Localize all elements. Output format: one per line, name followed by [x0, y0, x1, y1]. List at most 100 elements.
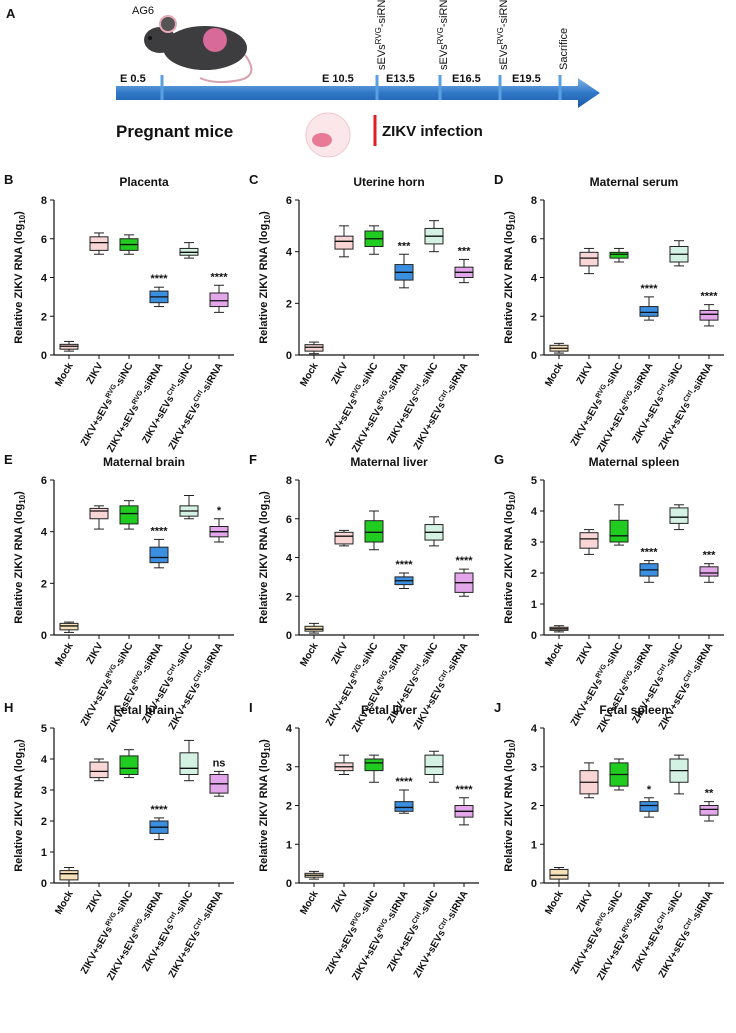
x-tick-label-part: -siRNA	[629, 641, 655, 675]
y-axis-label-part: )	[503, 211, 515, 215]
y-tick-label: 3	[531, 762, 537, 774]
y-axis-label-part: )	[13, 739, 25, 743]
y-tick-label: 0	[531, 878, 537, 890]
y-tick-label: 0	[41, 878, 47, 890]
x-tick-label: ZIKV+sEVsRVG-siRNA	[349, 641, 410, 735]
x-tick-label: Mock	[298, 641, 321, 669]
y-tick-label: 0	[286, 630, 292, 642]
chart-title: Maternal liver	[350, 455, 428, 469]
x-tick-label: ZIKV+sEVsRVG-siNC	[568, 889, 626, 977]
x-tick-label-part: -siNC	[663, 361, 686, 389]
x-tick-label-part: ZIKV+sEVs	[412, 928, 448, 980]
box	[89, 761, 109, 779]
y-axis-label: Relative ZIKV RNA (log10)	[258, 211, 272, 344]
x-tick-label-part: Mock	[298, 641, 321, 669]
significance-label: ****	[640, 547, 658, 559]
x-tick-label: ZIKV+sEVsRVG-siRNA	[349, 361, 410, 455]
box	[334, 235, 354, 250]
stage-label: E19.5	[512, 73, 541, 85]
box	[669, 507, 689, 524]
x-tick-label: ZIKV	[330, 889, 351, 915]
y-axis-label: Relative ZIKV RNA (log10)	[503, 739, 517, 872]
treatment-text: -siRNA	[498, 0, 510, 27]
x-tick-label-part: ZIKV	[85, 889, 106, 915]
y-tick-label: 5	[531, 475, 537, 487]
x-tick-label: Mock	[53, 889, 76, 917]
y-axis-label: Relative ZIKV RNA (log10)	[258, 491, 272, 624]
x-tick-label-part: ZIKV+sEVs	[595, 403, 631, 455]
y-axis-label-part: 10	[18, 494, 27, 503]
box	[699, 309, 719, 321]
treatment-text: -siRNA	[438, 0, 450, 27]
panel: E Maternal brain Relative ZIKV RNA (log10)…	[4, 452, 234, 734]
significance-label: *	[647, 784, 652, 796]
y-tick-label: 4	[286, 553, 293, 565]
y-axis-label-part: Relative ZIKV RNA (log	[258, 504, 270, 624]
x-tick-label-part: -siNC	[113, 889, 136, 917]
x-tick-label-part: ZIKV+sEVs	[595, 931, 631, 983]
y-tick-label: 4	[531, 506, 538, 518]
y-tick-label: 1	[286, 839, 292, 851]
y-tick-label: 2	[531, 801, 537, 813]
x-tick-label-part: -siRNA	[689, 889, 715, 923]
chart-title: Maternal serum	[590, 175, 679, 189]
chart-title: Maternal brain	[103, 455, 185, 469]
y-tick-label: 6	[41, 234, 47, 246]
x-tick-label: ZIKV	[330, 641, 351, 667]
x-tick-label: ZIKV+sEVsRVG-siRNA	[104, 889, 165, 983]
treatment-label: sEVsRVG-siRNA	[496, 0, 510, 70]
panel-label: G	[494, 452, 504, 467]
panel-label: H	[4, 700, 13, 715]
box	[699, 805, 719, 816]
box	[549, 868, 569, 880]
x-tick-label-part: -siRNA	[199, 889, 225, 923]
panel: D Maternal serum Relative ZIKV RNA (log10)…	[494, 172, 724, 454]
x-tick-label: ZIKV+sEVsCtrl-siRNA	[166, 641, 226, 732]
x-tick-label: Mock	[53, 641, 76, 669]
y-tick-label: 2	[531, 311, 537, 323]
treatment-sup: RVG	[496, 27, 505, 44]
chart-title: Fetal brain	[114, 703, 175, 717]
x-tick-label-part: -siNC	[173, 361, 196, 389]
y-tick-label: 0	[41, 630, 47, 642]
y-axis-label-part: )	[13, 211, 25, 215]
x-tick-label: Mock	[543, 889, 566, 917]
y-tick-label: 6	[531, 234, 537, 246]
x-tick-label: ZIKV	[575, 641, 596, 667]
y-axis-label-part: )	[258, 211, 270, 215]
y-axis-label-part: Relative ZIKV RNA (log	[503, 224, 515, 344]
box	[59, 870, 79, 881]
timeline: A AG6 E 0.5 E 10.5 E13.5 E16.5 E19.5 sEV…	[6, 0, 600, 158]
panel-label: I	[249, 700, 253, 715]
x-tick-label-part: ZIKV	[575, 889, 596, 915]
panel: I Fetal liver Relative ZIKV RNA (log10) 0 1 2…	[249, 700, 479, 982]
y-tick-label: 2	[531, 568, 537, 580]
y-axis-label-part: Relative ZIKV RNA (log	[13, 752, 25, 872]
panel: H Fetal brain Relative ZIKV RNA (log10) 0 1 2…	[4, 700, 234, 982]
x-tick-label-part: Mock	[53, 889, 76, 917]
y-axis-label-part: 10	[263, 494, 272, 503]
x-tick-label-part: ZIKV	[330, 361, 351, 387]
box	[89, 507, 109, 520]
box	[609, 519, 629, 543]
y-tick-label: 4	[41, 527, 48, 539]
x-tick-label-part: -siNC	[663, 641, 686, 669]
significance-label: ****	[640, 283, 658, 295]
x-tick-label-part: ZIKV+sEVs	[167, 400, 203, 452]
x-tick-label-part: ZIKV+sEVs	[105, 931, 141, 983]
x-tick-label-part: Mock	[298, 361, 321, 389]
y-axis-label-part: )	[503, 491, 515, 495]
x-tick-label: ZIKV+sEVsCtrl-siRNA	[656, 641, 716, 732]
y-tick-label: 6	[286, 195, 292, 207]
treatment-sup: RVG	[374, 27, 383, 44]
infection-icon-embryo	[312, 133, 332, 147]
significance-label: ****	[395, 559, 413, 571]
significance-label: ****	[150, 525, 168, 537]
box	[579, 532, 599, 549]
box	[89, 236, 109, 251]
x-tick-label-part: ZIKV	[330, 641, 351, 667]
x-tick-label: ZIKV+sEVsRVG-siRNA	[104, 361, 165, 455]
x-tick-label-part: ZIKV+sEVs	[657, 928, 693, 980]
x-tick-label: ZIKV+sEVsCtrl-siRNA	[166, 361, 226, 452]
x-tick-label-part: -siNC	[358, 889, 381, 917]
